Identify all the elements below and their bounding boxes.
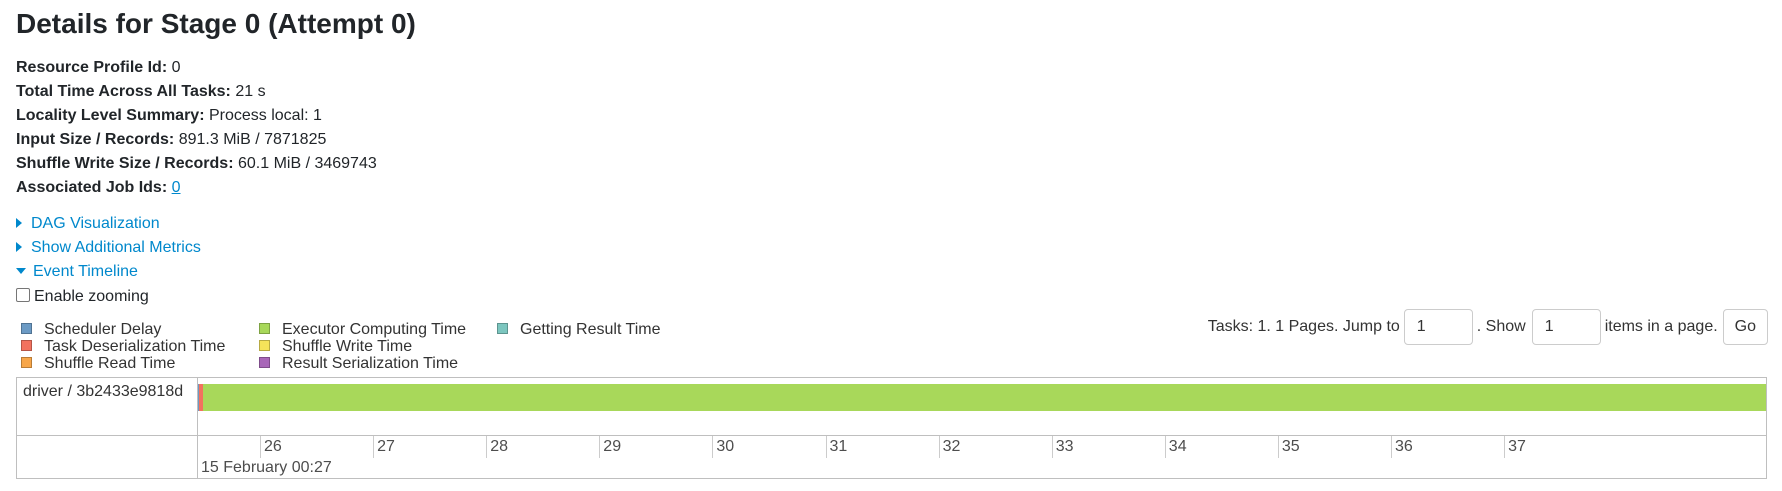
timeline-lane [198, 378, 1766, 436]
legend-label: Task Deserialization Time [44, 338, 226, 355]
timeline-axis: 15 February 00:27 26 27 28 29 30 31 32 33 34 35 36… [198, 436, 1766, 478]
axis-date-label: 15 February 00:27 [201, 459, 332, 476]
enable-zooming-control[interactable]: Enable zooming [16, 286, 149, 308]
axis-tick-label: 27 [373, 436, 395, 458]
axis-tick-label: 31 [825, 436, 847, 458]
caret-right-icon [16, 241, 22, 252]
axis-tick-label: 28 [486, 436, 508, 458]
legend-label: Getting Result Time [520, 321, 661, 338]
task-deserialization-segment [198, 384, 203, 411]
legend-label: Shuffle Write Time [282, 338, 413, 355]
enable-zooming-checkbox[interactable] [16, 287, 30, 302]
axis-tick-label: 33 [1051, 436, 1073, 458]
legend-swatch [259, 323, 270, 335]
legend-label: Executor Computing Time [282, 321, 467, 338]
legend-task-deserialization: Task Deserialization Time [21, 338, 225, 356]
axis-tick-label: 30 [712, 436, 734, 458]
legend-shuffle-write: Shuffle Write Time [259, 338, 412, 356]
legend-swatch [21, 340, 32, 352]
legend-result-serialization: Result Serialization Time [259, 355, 458, 373]
task-pagination: Tasks: 1. 1 Pages. Jump to 1 . Show 1 it… [1208, 309, 1768, 345]
scheduler-delay-segment [198, 384, 199, 411]
legend-swatch [259, 357, 270, 369]
event-timeline-toggle[interactable]: Event Timeline [16, 261, 138, 283]
pager-tasks-text: Tasks: 1. 1 Pages. Jump to [1207, 318, 1400, 335]
axis-tick-label: 36 [1391, 436, 1413, 458]
axis-tick-label: 32 [938, 436, 960, 458]
summary-value: Process local: 1 [208, 107, 322, 124]
summary-label: Associated Job Ids: [16, 179, 168, 196]
go-button[interactable]: Go [1722, 309, 1768, 345]
legend-label: Result Serialization Time [282, 355, 459, 372]
summary-value: 0 [171, 59, 181, 76]
job-id-link[interactable]: 0 [171, 179, 181, 196]
additional-metrics-label: Show Additional Metrics [31, 239, 201, 256]
summary-job-ids: Associated Job Ids: 0 [16, 176, 377, 200]
legend-getting-result: Getting Result Time [497, 321, 661, 339]
legend-swatch [259, 340, 270, 352]
summary-value: 60.1 MiB / 3469743 [237, 155, 377, 172]
dag-visualization-label: DAG Visualization [31, 215, 160, 232]
legend-swatch [21, 323, 32, 335]
summary-shuffle-write: Shuffle Write Size / Records: 60.1 MiB /… [16, 152, 377, 176]
summary-label: Total Time Across All Tasks: [16, 83, 231, 100]
stage-summary: Resource Profile Id: 0 Total Time Across… [16, 56, 377, 200]
pager-items-text: items in a page. [1604, 318, 1718, 335]
event-timeline-label: Event Timeline [33, 263, 138, 280]
legend-label: Shuffle Read Time [44, 355, 176, 372]
legend-scheduler-delay: Scheduler Delay [21, 321, 161, 339]
summary-input: Input Size / Records: 891.3 MiB / 787182… [16, 128, 377, 152]
page-title: Details for Stage 0 (Attempt 0) [16, 8, 416, 39]
summary-label: Shuffle Write Size / Records: [16, 155, 234, 172]
summary-value: 891.3 MiB / 7871825 [178, 131, 327, 148]
summary-value: 21 s [235, 83, 266, 100]
axis-tick-label: 37 [1504, 436, 1526, 458]
summary-locality: Locality Level Summary: Process local: 1 [16, 104, 377, 128]
summary-total-time: Total Time Across All Tasks: 21 s [16, 80, 377, 104]
legend-label: Scheduler Delay [44, 321, 162, 338]
summary-label: Locality Level Summary: [16, 107, 205, 124]
legend-swatch [21, 357, 32, 369]
event-timeline[interactable]: driver / 3b2433e9818d 15 February 00:27 … [16, 377, 1767, 479]
summary-label: Resource Profile Id: [16, 59, 168, 76]
legend-swatch [497, 323, 508, 335]
jump-to-page-input[interactable]: 1 [1403, 309, 1473, 345]
additional-metrics-toggle[interactable]: Show Additional Metrics [16, 237, 201, 259]
caret-down-icon [16, 267, 26, 274]
items-per-page-input[interactable]: 1 [1531, 309, 1601, 345]
axis-tick-label: 29 [599, 436, 621, 458]
caret-right-icon [16, 217, 22, 228]
legend-executor-computing: Executor Computing Time [259, 321, 466, 339]
dag-visualization-toggle[interactable]: DAG Visualization [16, 213, 160, 235]
summary-resource-profile: Resource Profile Id: 0 [16, 56, 377, 80]
axis-tick-label: 34 [1164, 436, 1187, 458]
axis-tick-label: 35 [1277, 436, 1300, 458]
enable-zooming-label: Enable zooming [34, 288, 149, 305]
axis-tick-label: 26 [260, 436, 282, 458]
pager-show-text: . Show [1476, 318, 1526, 335]
summary-label: Input Size / Records: [16, 131, 175, 148]
legend-shuffle-read: Shuffle Read Time [21, 355, 175, 373]
timeline-group-label: driver / 3b2433e9818d [17, 378, 198, 436]
timeline-group-spacer [17, 436, 198, 478]
task-bar[interactable] [198, 384, 1766, 411]
